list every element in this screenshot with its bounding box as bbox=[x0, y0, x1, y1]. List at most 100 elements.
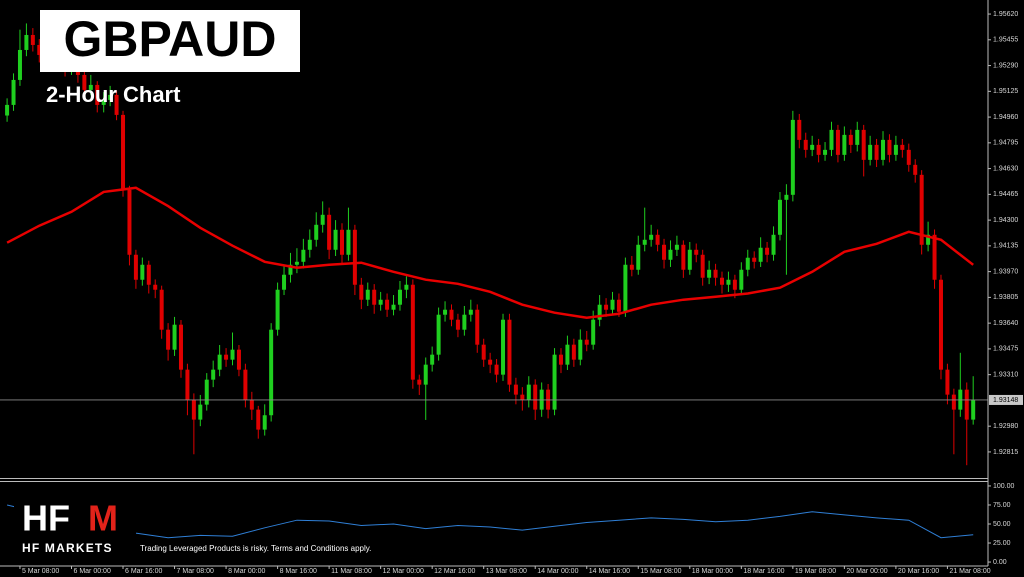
candle-body bbox=[430, 354, 435, 365]
candle-body bbox=[810, 144, 815, 150]
candle-body bbox=[385, 299, 390, 310]
candle-body bbox=[765, 247, 770, 255]
candle-body bbox=[964, 389, 969, 420]
candle-body bbox=[835, 129, 840, 155]
candle-body bbox=[146, 264, 151, 285]
candle-body bbox=[462, 314, 467, 330]
candle-body bbox=[5, 104, 10, 116]
candle-body bbox=[17, 49, 22, 80]
marks-layer bbox=[0, 23, 988, 539]
candle-body bbox=[372, 289, 377, 305]
candle-body bbox=[578, 339, 583, 360]
x-tick-label: 14 Mar 16:00 bbox=[589, 568, 630, 575]
logo-m: M bbox=[88, 498, 118, 539]
candle-body bbox=[629, 264, 634, 270]
x-tick-label: 12 Mar 16:00 bbox=[434, 568, 475, 575]
candle-body bbox=[108, 94, 113, 100]
candle-body bbox=[95, 84, 100, 105]
candle-body bbox=[829, 129, 834, 150]
candle-body bbox=[823, 149, 828, 155]
candle-body bbox=[732, 279, 737, 290]
candle-body bbox=[971, 399, 976, 420]
candle-body bbox=[642, 239, 647, 245]
candle-body bbox=[269, 329, 274, 416]
logo-box bbox=[14, 500, 136, 558]
candle-body bbox=[584, 339, 589, 345]
candle-body bbox=[501, 319, 506, 375]
candle-body bbox=[520, 394, 525, 400]
candle-body bbox=[256, 409, 261, 430]
candle-body bbox=[359, 284, 364, 300]
candle-body bbox=[777, 199, 782, 235]
candle-body bbox=[533, 384, 538, 410]
candle-body bbox=[932, 234, 937, 280]
disclaimer: Trading Leveraged Products is risky. Ter… bbox=[140, 544, 371, 553]
candle-body bbox=[488, 359, 493, 365]
candle-body bbox=[236, 349, 241, 370]
candle-body bbox=[307, 239, 312, 250]
title-box bbox=[40, 10, 300, 72]
candle-body bbox=[114, 94, 119, 115]
candle-body bbox=[404, 284, 409, 290]
candle-body bbox=[700, 254, 705, 278]
y-tick-label: 1.95620 bbox=[993, 11, 1018, 18]
candle-body bbox=[816, 144, 821, 155]
candle-body bbox=[101, 99, 106, 105]
candle-body bbox=[494, 364, 499, 375]
candle-body bbox=[938, 279, 943, 370]
candle-body bbox=[713, 269, 718, 278]
candle-body bbox=[868, 144, 873, 160]
candle-body bbox=[874, 144, 879, 160]
candle-body bbox=[275, 289, 280, 330]
x-tick-label: 13 Mar 08:00 bbox=[486, 568, 527, 575]
candle-body bbox=[133, 254, 138, 280]
y-tick-label: 1.94960 bbox=[993, 114, 1018, 121]
candle-body bbox=[11, 79, 16, 105]
candle-body bbox=[365, 289, 370, 300]
candle-body bbox=[591, 319, 596, 345]
candle-body bbox=[887, 139, 892, 155]
candle-body bbox=[881, 139, 886, 160]
x-tick-label: 8 Mar 00:00 bbox=[228, 568, 265, 575]
moving-average-line bbox=[6, 186, 974, 319]
chart-title: GBPAUD bbox=[64, 11, 277, 67]
candle-body bbox=[610, 299, 615, 310]
osc-y-tick-label: 0.00 bbox=[993, 559, 1007, 566]
candle-body bbox=[842, 134, 847, 155]
candle-body bbox=[513, 384, 518, 395]
x-tick-label: 6 Mar 00:00 bbox=[73, 568, 110, 575]
candle-body bbox=[352, 229, 357, 285]
candle-body bbox=[346, 229, 351, 255]
candle-body bbox=[475, 309, 480, 345]
x-tick-label: 19 Mar 08:00 bbox=[795, 568, 836, 575]
x-tick-label: 11 Mar 08:00 bbox=[331, 568, 372, 575]
candle-body bbox=[707, 269, 712, 278]
y-tick-label: 1.94795 bbox=[993, 140, 1018, 147]
candle-body bbox=[526, 384, 531, 400]
osc-y-tick-label: 75.00 bbox=[993, 502, 1011, 509]
candle-body bbox=[752, 257, 757, 262]
candle-body bbox=[674, 244, 679, 250]
candle-body bbox=[378, 299, 383, 305]
candle-body bbox=[82, 74, 87, 90]
candle-body bbox=[926, 234, 931, 245]
chart-subtitle: 2-Hour Chart bbox=[46, 82, 181, 107]
candle-body bbox=[745, 257, 750, 270]
candle-body bbox=[320, 214, 325, 225]
candle-body bbox=[597, 304, 602, 320]
candle-body bbox=[726, 279, 731, 285]
candle-body bbox=[191, 399, 196, 420]
logo-hf: HF bbox=[22, 498, 70, 539]
candle-body bbox=[340, 229, 344, 255]
y-tick-label: 1.94630 bbox=[993, 165, 1018, 172]
candle-body bbox=[282, 274, 287, 290]
candle-body bbox=[636, 244, 641, 270]
candle-body bbox=[758, 247, 763, 262]
candle-body bbox=[423, 364, 428, 385]
brand-name: HF MARKETS bbox=[22, 541, 113, 555]
candle-body bbox=[217, 354, 222, 370]
candle-body bbox=[571, 344, 576, 360]
candle-body bbox=[166, 329, 171, 350]
